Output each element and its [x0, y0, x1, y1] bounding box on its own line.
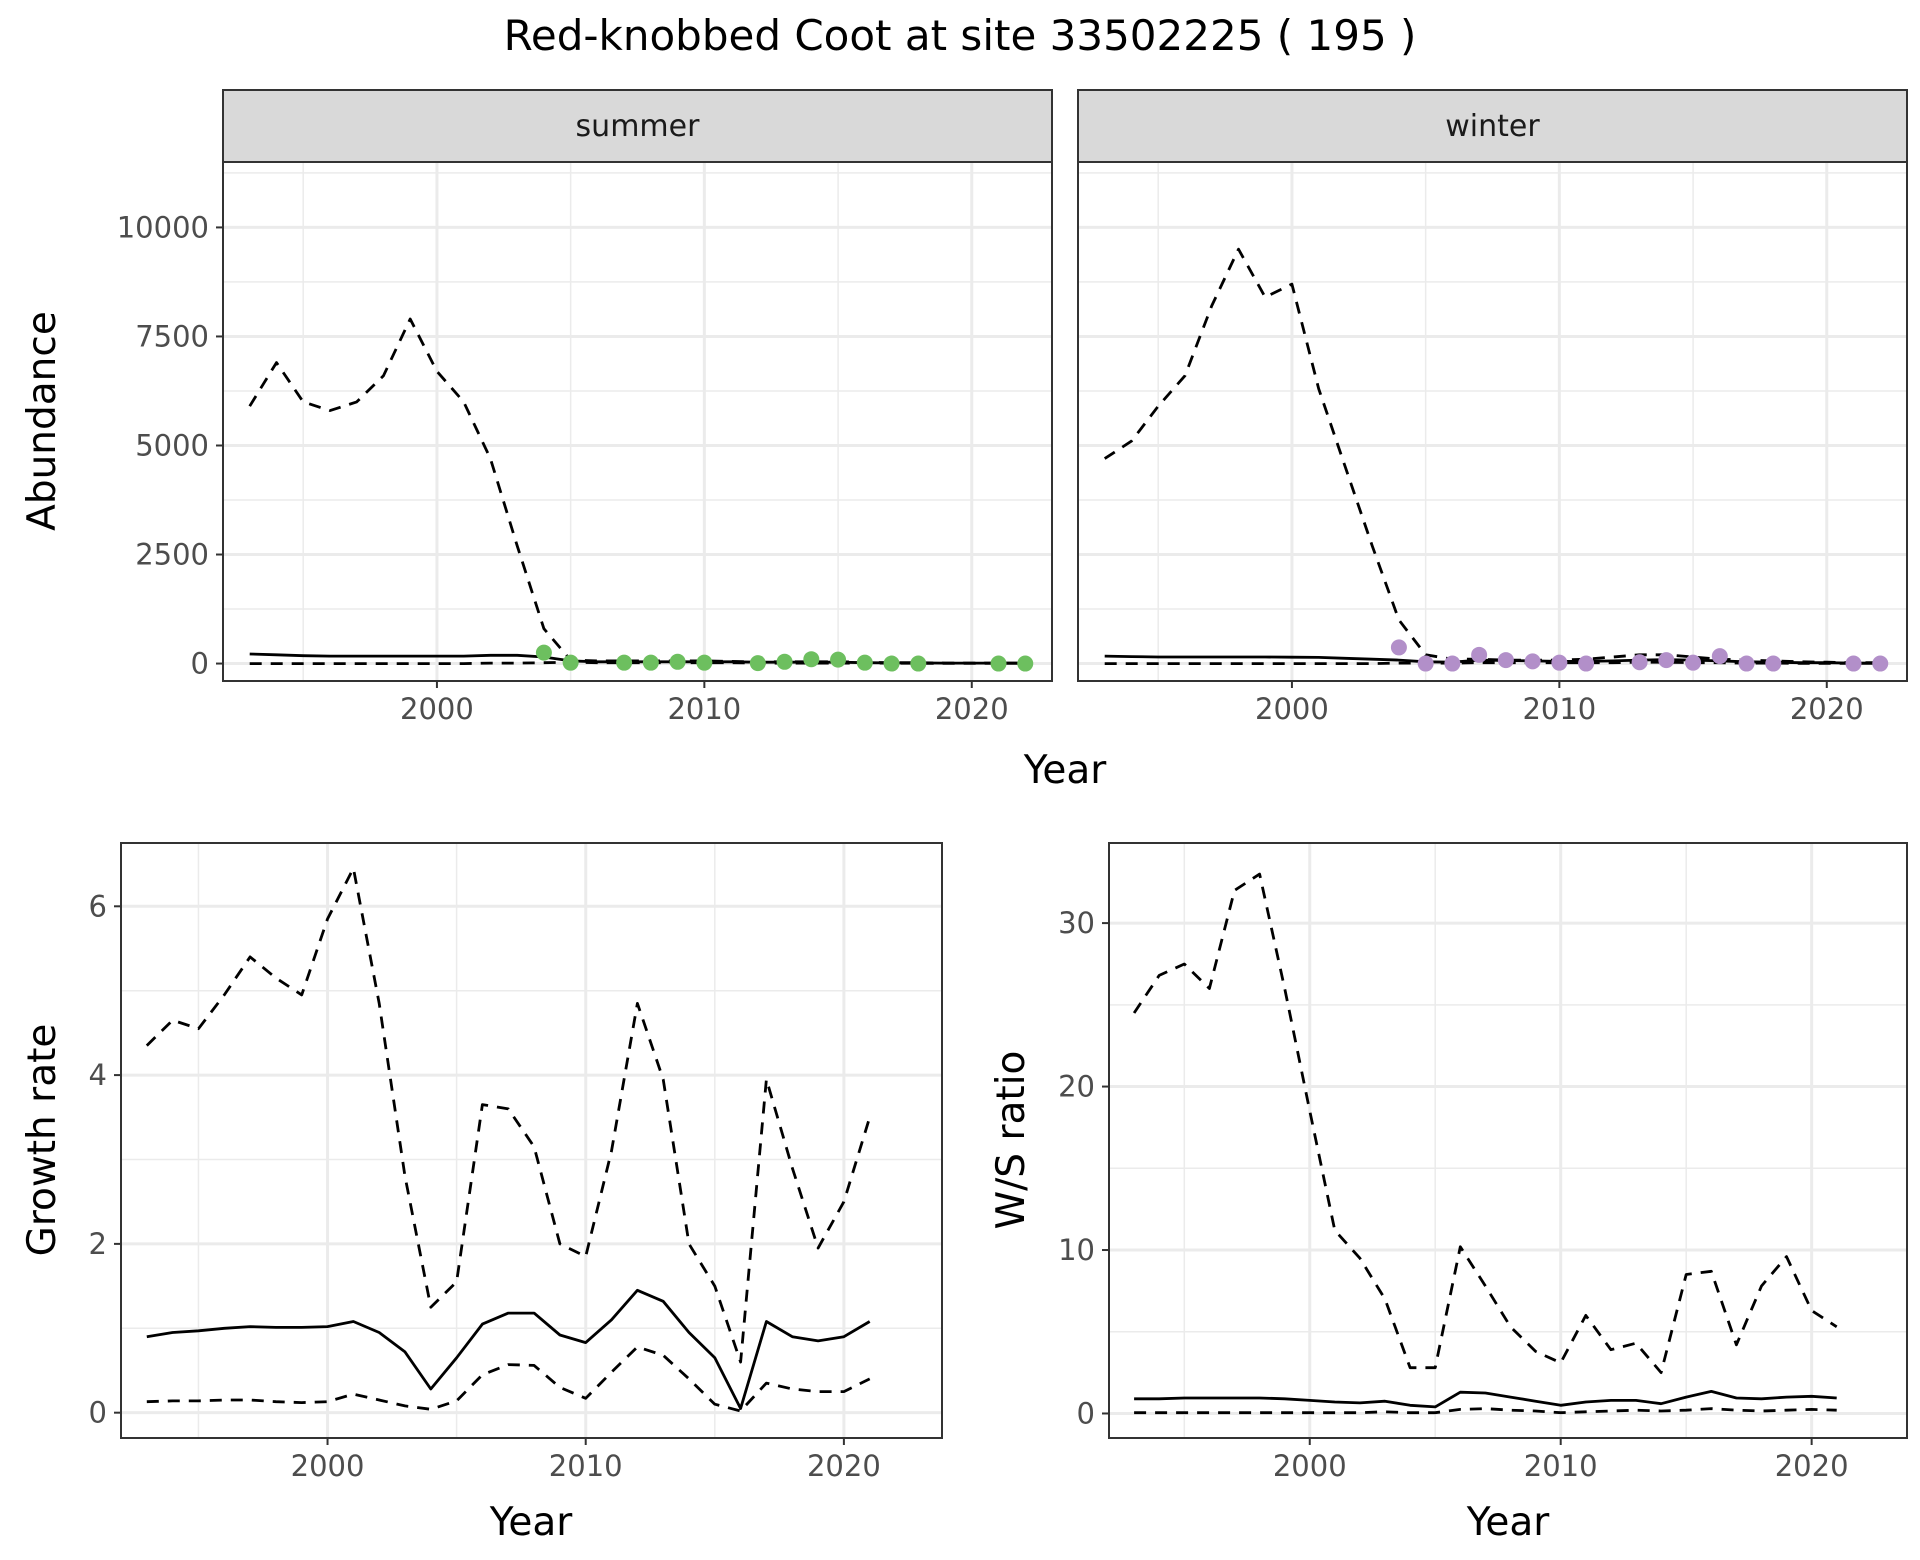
- winter-observed-point: [1765, 655, 1782, 672]
- winter-border: [1077, 161, 1908, 682]
- growth-y-axis-label: Growth rate: [20, 1024, 65, 1257]
- winter-observed-point: [1578, 655, 1595, 672]
- summer-y-tick-label: 0: [191, 647, 209, 681]
- summer-y-tick-label: 7500: [135, 319, 209, 353]
- summer-x-tick-label: 2020: [935, 692, 1009, 726]
- summer-observed-point: [749, 655, 766, 672]
- ratio-y-tick-label: 0: [1077, 1396, 1095, 1430]
- summer-observed-point: [910, 655, 927, 672]
- winter-strip-label: winter: [1445, 109, 1540, 144]
- winter-observed-point: [1631, 654, 1648, 671]
- growth-upper-bound-line: [145, 866, 872, 1364]
- growth-mean-line: [146, 1288, 871, 1410]
- ratio-upper-bound-line: [1132, 872, 1838, 1374]
- ratio-background: [1109, 843, 1907, 1438]
- summer-observed-point: [696, 654, 713, 671]
- winter-x-tick-label: 2010: [1522, 692, 1596, 726]
- growth-x-axis-label: Year: [489, 1500, 574, 1545]
- growth-x-tick-label: 2020: [807, 1449, 881, 1483]
- growth-y-tick-label: 0: [89, 1396, 107, 1430]
- abundance-chart: summer winter 2000 2010 2020 0 2500 5000 7500 100…: [20, 89, 1908, 793]
- winter-lower-bound-line: [1104, 660, 1881, 665]
- winter-x-tick-label: 2000: [1255, 692, 1329, 726]
- winter-observed-point: [1417, 655, 1434, 672]
- ratio-y-tick-label: 10: [1058, 1233, 1095, 1267]
- summer-observed-point: [990, 655, 1007, 672]
- growth-y-tick-label: 6: [89, 889, 107, 923]
- growth-y-tick-label: 4: [89, 1058, 107, 1092]
- ws-ratio-chart: 2000 2010 2020 0 10 20 30 Year W/S ratio: [989, 842, 1908, 1545]
- winter-observed-point: [1738, 655, 1755, 672]
- summer-observed-point: [1017, 655, 1034, 672]
- summer-observed-point: [856, 654, 873, 671]
- ratio-x-tick-label: 2020: [1775, 1449, 1849, 1483]
- winter-observed-point: [1685, 654, 1702, 671]
- growth-x-tick-label: 2000: [291, 1449, 365, 1483]
- growth-y-tick-label: 2: [89, 1227, 107, 1261]
- winter-observed-point: [1711, 648, 1728, 665]
- summer-observed-point: [562, 654, 579, 671]
- summer-observed-point: [642, 654, 659, 671]
- chart-title: Red-knobbed Coot at site 33502225 ( 195 …: [504, 11, 1417, 60]
- summer-observed-point: [830, 651, 847, 668]
- summer-x-tick-label: 2000: [400, 692, 474, 726]
- ratio-x-axis-label: Year: [1466, 1500, 1551, 1545]
- summer-observed-point: [616, 654, 633, 671]
- growth-x-tick-label: 2010: [549, 1449, 623, 1483]
- winter-panel: 2000 2010 2020: [1077, 161, 1908, 726]
- winter-observed-point: [1658, 652, 1675, 669]
- winter-observed-point: [1497, 652, 1514, 669]
- abundance-x-axis-label: Year: [1023, 748, 1108, 793]
- summer-observed-point: [776, 653, 793, 670]
- summer-observed-point: [803, 651, 820, 668]
- ratio-x-tick-label: 2010: [1524, 1449, 1598, 1483]
- summer-y-tick-label: 5000: [135, 428, 209, 462]
- winter-strip: [1077, 89, 1908, 163]
- summer-y-tick-label: 2500: [135, 538, 209, 572]
- winter-observed-point: [1872, 655, 1889, 672]
- abundance-y-axis-label: Abundance: [20, 311, 65, 531]
- ratio-x-tick-label: 2000: [1273, 1449, 1347, 1483]
- growth-rate-chart: 2000 2010 2020 0 2 4 6 Year Growth rate: [20, 842, 943, 1545]
- summer-y-tick-label: 10000: [117, 210, 209, 244]
- winter-observed-point: [1551, 654, 1568, 671]
- ratio-border: [1108, 842, 1908, 1439]
- summer-strip-label: summer: [576, 109, 701, 144]
- ratio-mean-line: [1134, 1390, 1837, 1409]
- winter-x-tick-label: 2020: [1790, 692, 1864, 726]
- summer-observed-point: [883, 655, 900, 672]
- summer-observed-point: [669, 653, 686, 670]
- summer-x-tick-label: 2010: [667, 692, 741, 726]
- winter-observed-point: [1444, 655, 1461, 672]
- ratio-y-tick-label: 20: [1058, 1070, 1095, 1104]
- summer-observed-point: [535, 644, 552, 661]
- ratio-y-tick-label: 30: [1058, 906, 1095, 940]
- ratio-y-axis-label: W/S ratio: [989, 1051, 1034, 1230]
- winter-observed-point: [1524, 653, 1541, 670]
- winter-background: [1078, 162, 1907, 681]
- growth-border: [120, 842, 943, 1439]
- growth-lower-bound-line: [146, 1345, 871, 1413]
- summer-strip: [222, 89, 1053, 163]
- winter-observed-point: [1471, 646, 1488, 663]
- winter-observed-point: [1390, 639, 1407, 656]
- summer-panel: 2000 2010 2020 0 2500 5000 7500 10000: [117, 161, 1053, 726]
- summer-border: [222, 161, 1053, 682]
- summer-background: [223, 162, 1052, 681]
- winter-observed-point: [1845, 655, 1862, 672]
